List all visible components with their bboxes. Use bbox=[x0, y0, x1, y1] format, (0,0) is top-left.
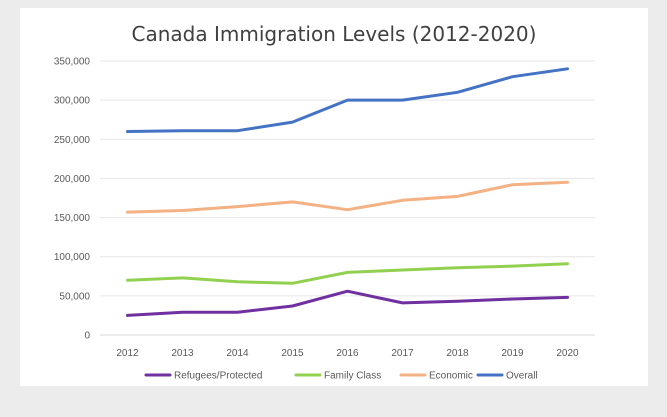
y-tick-label: 200,000 bbox=[54, 174, 91, 185]
chart-frame: Canada Immigration Levels (2012-2020) 0 5… bbox=[20, 8, 648, 386]
x-tick-label: 2019 bbox=[501, 348, 524, 359]
x-tick-label: 2020 bbox=[556, 348, 579, 359]
x-axis-ticks: 2012 2013 2014 2015 2016 2017 2018 2019 2020 bbox=[116, 348, 579, 359]
y-tick-label: 150,000 bbox=[54, 213, 91, 224]
line-chart: 0 50,000 100,000 150,000 200,000 250,000 300,0… bbox=[54, 57, 595, 382]
series-line-refugees-protected bbox=[126, 289, 569, 317]
x-tick-label: 2018 bbox=[446, 348, 469, 359]
series-lines bbox=[126, 67, 569, 317]
x-tick-label: 2014 bbox=[226, 348, 249, 359]
legend-label-economic: Economic bbox=[429, 371, 473, 382]
x-tick-label: 2015 bbox=[281, 348, 304, 359]
series-line-family-class bbox=[126, 262, 569, 285]
legend-label-overall: Overall bbox=[506, 371, 538, 382]
series-line-economic bbox=[126, 180, 569, 214]
y-tick-label: 250,000 bbox=[54, 135, 91, 146]
y-tick-label: 100,000 bbox=[54, 252, 91, 263]
x-tick-label: 2016 bbox=[336, 348, 359, 359]
x-tick-label: 2012 bbox=[116, 348, 139, 359]
y-tick-label: 50,000 bbox=[59, 291, 90, 302]
y-tick-label: 350,000 bbox=[54, 57, 91, 68]
y-axis-ticks: 0 50,000 100,000 150,000 200,000 250,000 300,0… bbox=[54, 57, 91, 342]
y-tick-label: 0 bbox=[84, 331, 90, 342]
legend-label-family-class: Family Class bbox=[324, 371, 381, 382]
chart-title: Canada Immigration Levels (2012-2020) bbox=[131, 22, 537, 46]
y-tick-label: 300,000 bbox=[54, 96, 91, 107]
x-tick-label: 2013 bbox=[171, 348, 194, 359]
legend-label-refugees-protected: Refugees/Protected bbox=[174, 371, 262, 382]
legend: Refugees/Protected Family Class Economic Ov… bbox=[144, 371, 538, 382]
x-tick-label: 2017 bbox=[391, 348, 414, 359]
gridlines bbox=[100, 60, 595, 336]
series-line-overall bbox=[126, 67, 569, 133]
